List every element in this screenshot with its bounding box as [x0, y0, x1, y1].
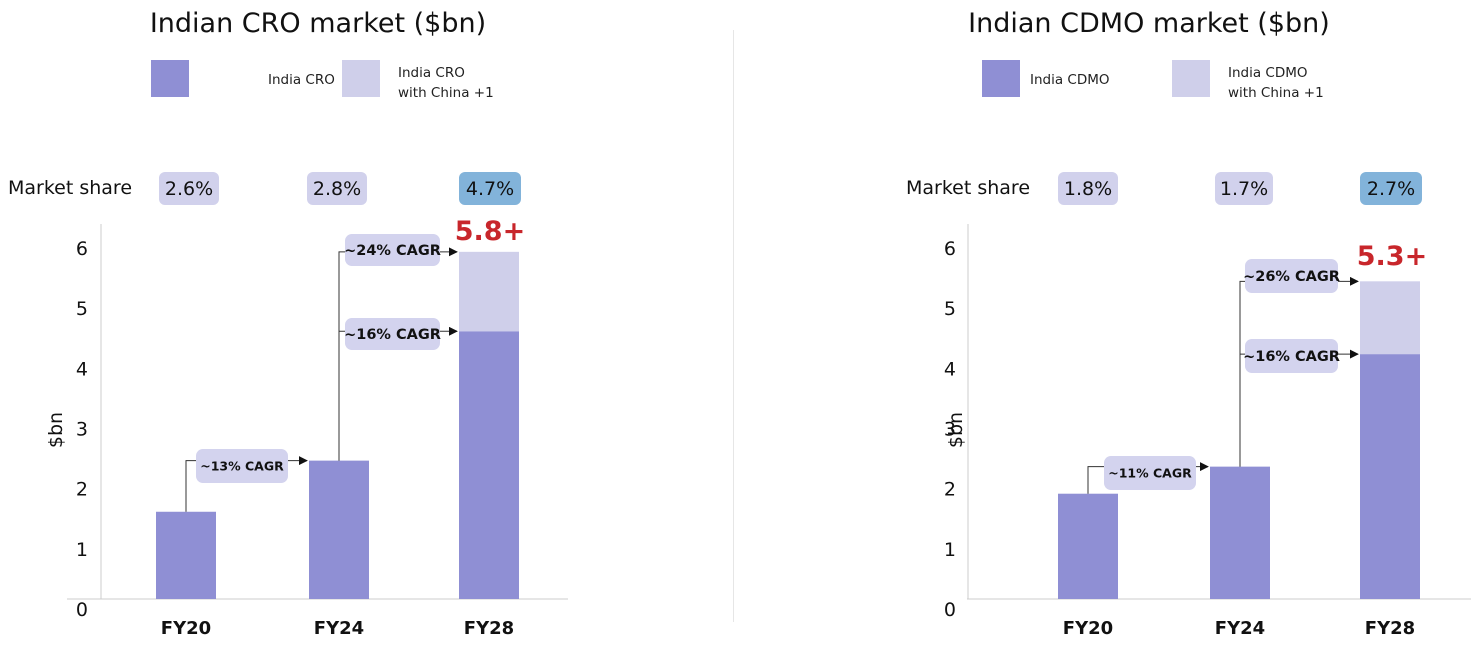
legend-swatch-1: [342, 60, 380, 97]
legend-label-0: India CRO: [268, 72, 335, 88]
cagr-label: ~16% CAGR: [344, 327, 441, 343]
bar-fy24-series-0: [309, 460, 369, 599]
cro-chart-panel: Indian CRO market ($bn) India CRO India CR…: [8, 8, 568, 639]
bar-fy24-series-0: [1210, 466, 1270, 599]
cro-chart: Indian CRO market ($bn)India CRO India CR…: [8, 8, 568, 639]
cagr-badge: [345, 318, 440, 350]
legend-swatch-0: [151, 60, 189, 97]
market-share-value: 2.6%: [165, 178, 213, 200]
cagr-label: ~26% CAGR: [1243, 269, 1340, 285]
cagr-connector: [338, 247, 458, 461]
total-label: 5.3+: [1357, 241, 1427, 272]
y-tick-label: 5: [944, 298, 956, 320]
y-tick-label: 2: [944, 479, 956, 501]
market-share-value: 2.8%: [313, 178, 361, 200]
market-share-badge: [459, 172, 521, 205]
cagr-connector: [338, 326, 458, 461]
market-share-label: Market share: [8, 177, 132, 199]
market-share-badge: [307, 172, 367, 205]
y-tick-label: 0: [944, 599, 956, 621]
bar-fy20-series-0: [1058, 493, 1118, 599]
x-tick-label: FY28: [1365, 618, 1415, 639]
bar-fy28-series-1: [1360, 281, 1420, 355]
bar-fy28-series-0: [1360, 354, 1420, 599]
market-share-value: 1.8%: [1064, 178, 1112, 200]
chart-title: Indian CRO market ($bn): [150, 8, 486, 39]
panel-divider: [733, 30, 734, 622]
y-tick-label: 5: [76, 298, 88, 320]
legend-label-1: India CRO with China +1: [398, 65, 494, 101]
legend-label-line: with China +1: [398, 85, 494, 101]
legend-label-line: with China +1: [1228, 85, 1324, 101]
y-axis-label: $bn: [45, 412, 67, 448]
x-tick-label: FY20: [161, 618, 211, 639]
y-tick-label: 1: [944, 539, 956, 561]
market-share-value: 1.7%: [1220, 178, 1268, 200]
cagr-badge: [1245, 339, 1338, 373]
y-tick-label: 6: [944, 238, 956, 260]
x-tick-label: FY20: [1063, 618, 1113, 639]
y-tick-label: 0: [76, 599, 88, 621]
y-tick-label: 1: [76, 539, 88, 561]
legend-label-line: India CRO: [268, 72, 335, 88]
cagr-badge: [1245, 259, 1338, 293]
cagr-connector: [1239, 276, 1359, 467]
x-tick-label: FY28: [464, 618, 514, 639]
bar-fy28-series-1: [459, 251, 519, 332]
legend-label-line: India CDMO: [1228, 65, 1308, 81]
cagr-label: ~24% CAGR: [344, 243, 441, 259]
cagr-label: ~13% CAGR: [200, 459, 284, 474]
cagr-badge: [345, 234, 440, 266]
legend-swatch-1: [1172, 60, 1210, 97]
cdmo-chart-panel: Indian CDMO market ($bn) India CDMO India …: [740, 0, 1480, 647]
legend-swatch-0: [982, 60, 1020, 97]
legend-label-line: India CDMO: [1030, 72, 1110, 88]
cagr-label: ~16% CAGR: [1243, 349, 1340, 365]
y-tick-label: 4: [944, 358, 956, 380]
total-label: 5.8+: [455, 216, 525, 247]
bar-fy28-series-0: [459, 331, 519, 599]
cdmo-chart: Indian CDMO market ($bn)India CDMO India …: [906, 8, 1471, 639]
market-share-label: Market share: [906, 177, 1030, 199]
y-tick-label: 3: [76, 419, 88, 441]
chart-title: Indian CDMO market ($bn): [968, 8, 1330, 39]
cagr-label: ~11% CAGR: [1108, 466, 1192, 481]
cagr-badge: [196, 449, 288, 483]
legend-label-1: India CDMO with China +1: [1228, 65, 1324, 101]
y-tick-label: 6: [76, 238, 88, 260]
y-tick-label: 4: [76, 358, 88, 380]
x-tick-label: FY24: [314, 618, 364, 639]
market-share-value: 4.7%: [466, 178, 514, 200]
x-tick-label: FY24: [1215, 618, 1265, 639]
market-share-badge: [1360, 172, 1422, 205]
legend-label-line: India CRO: [398, 65, 465, 81]
bar-fy20-series-0: [156, 511, 216, 599]
cagr-badge: [1104, 456, 1196, 490]
market-share-value: 2.7%: [1367, 178, 1415, 200]
legend-label-0: India CDMO: [1030, 72, 1110, 88]
y-tick-label: 3: [944, 419, 956, 441]
market-share-badge: [1058, 172, 1118, 205]
y-axis-label: $bn: [945, 412, 967, 448]
y-tick-label: 2: [76, 479, 88, 501]
market-share-badge: [1215, 172, 1273, 205]
market-share-badge: [159, 172, 219, 205]
